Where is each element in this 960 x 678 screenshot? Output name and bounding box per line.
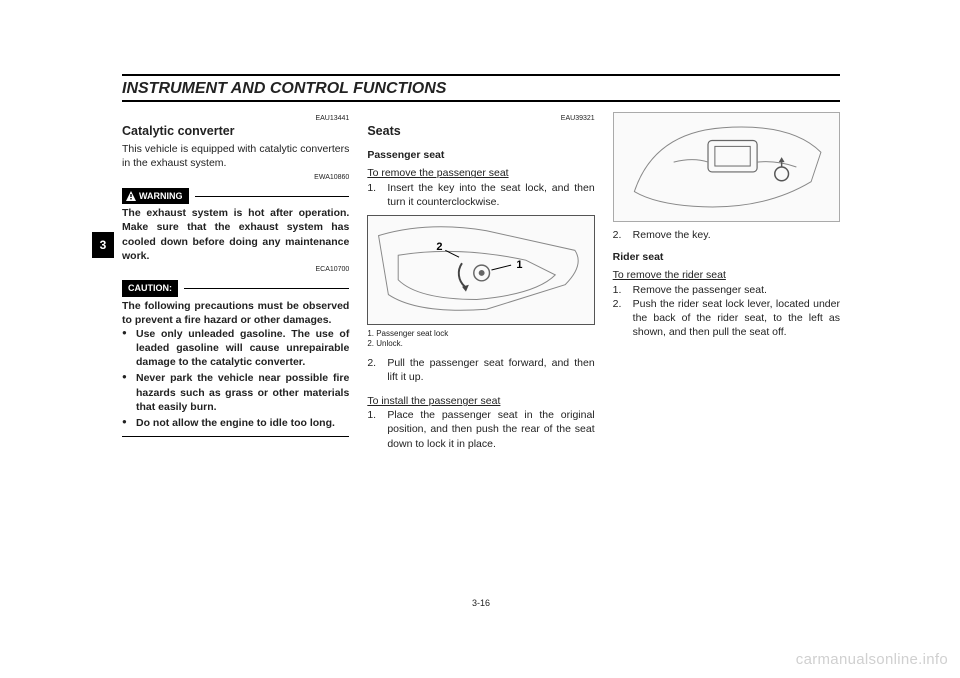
step-item: 1. Remove the passenger seat.	[613, 283, 840, 297]
list-item: Never park the vehicle near possible fir…	[122, 371, 349, 414]
watermark: carmanualsonline.info	[796, 651, 948, 668]
step-text: Push the rider seat lock lever, located …	[633, 297, 840, 340]
column-1: EAU13441 Catalytic converter This vehicl…	[122, 112, 349, 451]
page-number: 3-16	[122, 598, 840, 608]
section-heading-catalytic: Catalytic converter	[122, 123, 349, 140]
step-number: 1.	[613, 283, 627, 297]
step-number: 2.	[367, 356, 381, 384]
caution-list: Use only unleaded gasoline. The use of l…	[122, 327, 349, 430]
warning-text: The exhaust system is hot after operatio…	[122, 206, 349, 263]
caution-badge: CAUTION:	[122, 280, 178, 296]
caution-row: CAUTION:	[122, 280, 349, 296]
column-3: 2. Remove the key. Rider seat To remove …	[613, 112, 840, 451]
list-item: Do not allow the engine to idle too long…	[122, 416, 349, 430]
seat-lock-illustration	[368, 216, 593, 324]
procedure-heading: To remove the passenger seat	[367, 166, 594, 180]
step-number: 2.	[613, 228, 627, 242]
warning-badge: WARNING	[122, 188, 189, 204]
rule-line	[184, 288, 349, 289]
step-item: 1. Insert the key into the seat lock, an…	[367, 181, 594, 209]
caption-line: 2. Unlock.	[367, 339, 594, 349]
warning-icon	[126, 191, 136, 201]
step-text: Pull the passenger seat forward, and the…	[387, 356, 594, 384]
figure-caption: 1. Passenger seat lock 2. Unlock.	[367, 329, 594, 350]
warning-label: WARNING	[139, 190, 183, 202]
procedure-heading: To install the passenger seat	[367, 394, 594, 408]
caution-intro: The following precautions must be observ…	[122, 299, 349, 327]
figure-passenger-seat-lock: 1 2	[367, 215, 594, 325]
procedure-heading: To remove the rider seat	[613, 268, 840, 282]
rider-seat-illustration	[614, 113, 839, 221]
step-item: 2. Remove the key.	[613, 228, 840, 242]
column-2: EAU39321 Seats Passenger seat To remove …	[367, 112, 594, 451]
figure-callout-1: 1	[516, 258, 522, 273]
ref-code: EAU39321	[367, 114, 594, 123]
step-text: Insert the key into the seat lock, and t…	[387, 181, 594, 209]
page-title: INSTRUMENT AND CONTROL FUNCTIONS	[122, 80, 840, 98]
figure-rider-seat	[613, 112, 840, 222]
sub-heading-passenger-seat: Passenger seat	[367, 148, 594, 162]
step-item: 1. Place the passenger seat in the origi…	[367, 408, 594, 451]
warning-row: WARNING	[122, 188, 349, 204]
ref-code: ECA10700	[122, 265, 349, 274]
step-item: 2. Pull the passenger seat forward, and …	[367, 356, 594, 384]
section-heading-seats: Seats	[367, 123, 594, 140]
sub-heading-rider-seat: Rider seat	[613, 250, 840, 264]
section-end-rule	[122, 436, 349, 437]
rule-line	[195, 196, 350, 197]
step-text: Place the passenger seat in the original…	[387, 408, 594, 451]
list-item: Use only unleaded gasoline. The use of l…	[122, 327, 349, 370]
step-number: 1.	[367, 181, 381, 209]
page-header: INSTRUMENT AND CONTROL FUNCTIONS	[122, 74, 840, 102]
manual-page: 3 INSTRUMENT AND CONTROL FUNCTIONS EAU13…	[122, 74, 840, 608]
step-text: Remove the key.	[633, 228, 711, 242]
figure-callout-2: 2	[436, 240, 442, 255]
chapter-tab: 3	[92, 232, 114, 258]
step-item: 2. Push the rider seat lock lever, locat…	[613, 297, 840, 340]
step-number: 1.	[367, 408, 381, 451]
caption-line: 1. Passenger seat lock	[367, 329, 594, 339]
ref-code: EAU13441	[122, 114, 349, 123]
content-columns: EAU13441 Catalytic converter This vehicl…	[122, 112, 840, 451]
step-text: Remove the passenger seat.	[633, 283, 767, 297]
ref-code: EWA10860	[122, 173, 349, 182]
intro-text: This vehicle is equipped with catalytic …	[122, 142, 349, 170]
step-number: 2.	[613, 297, 627, 340]
